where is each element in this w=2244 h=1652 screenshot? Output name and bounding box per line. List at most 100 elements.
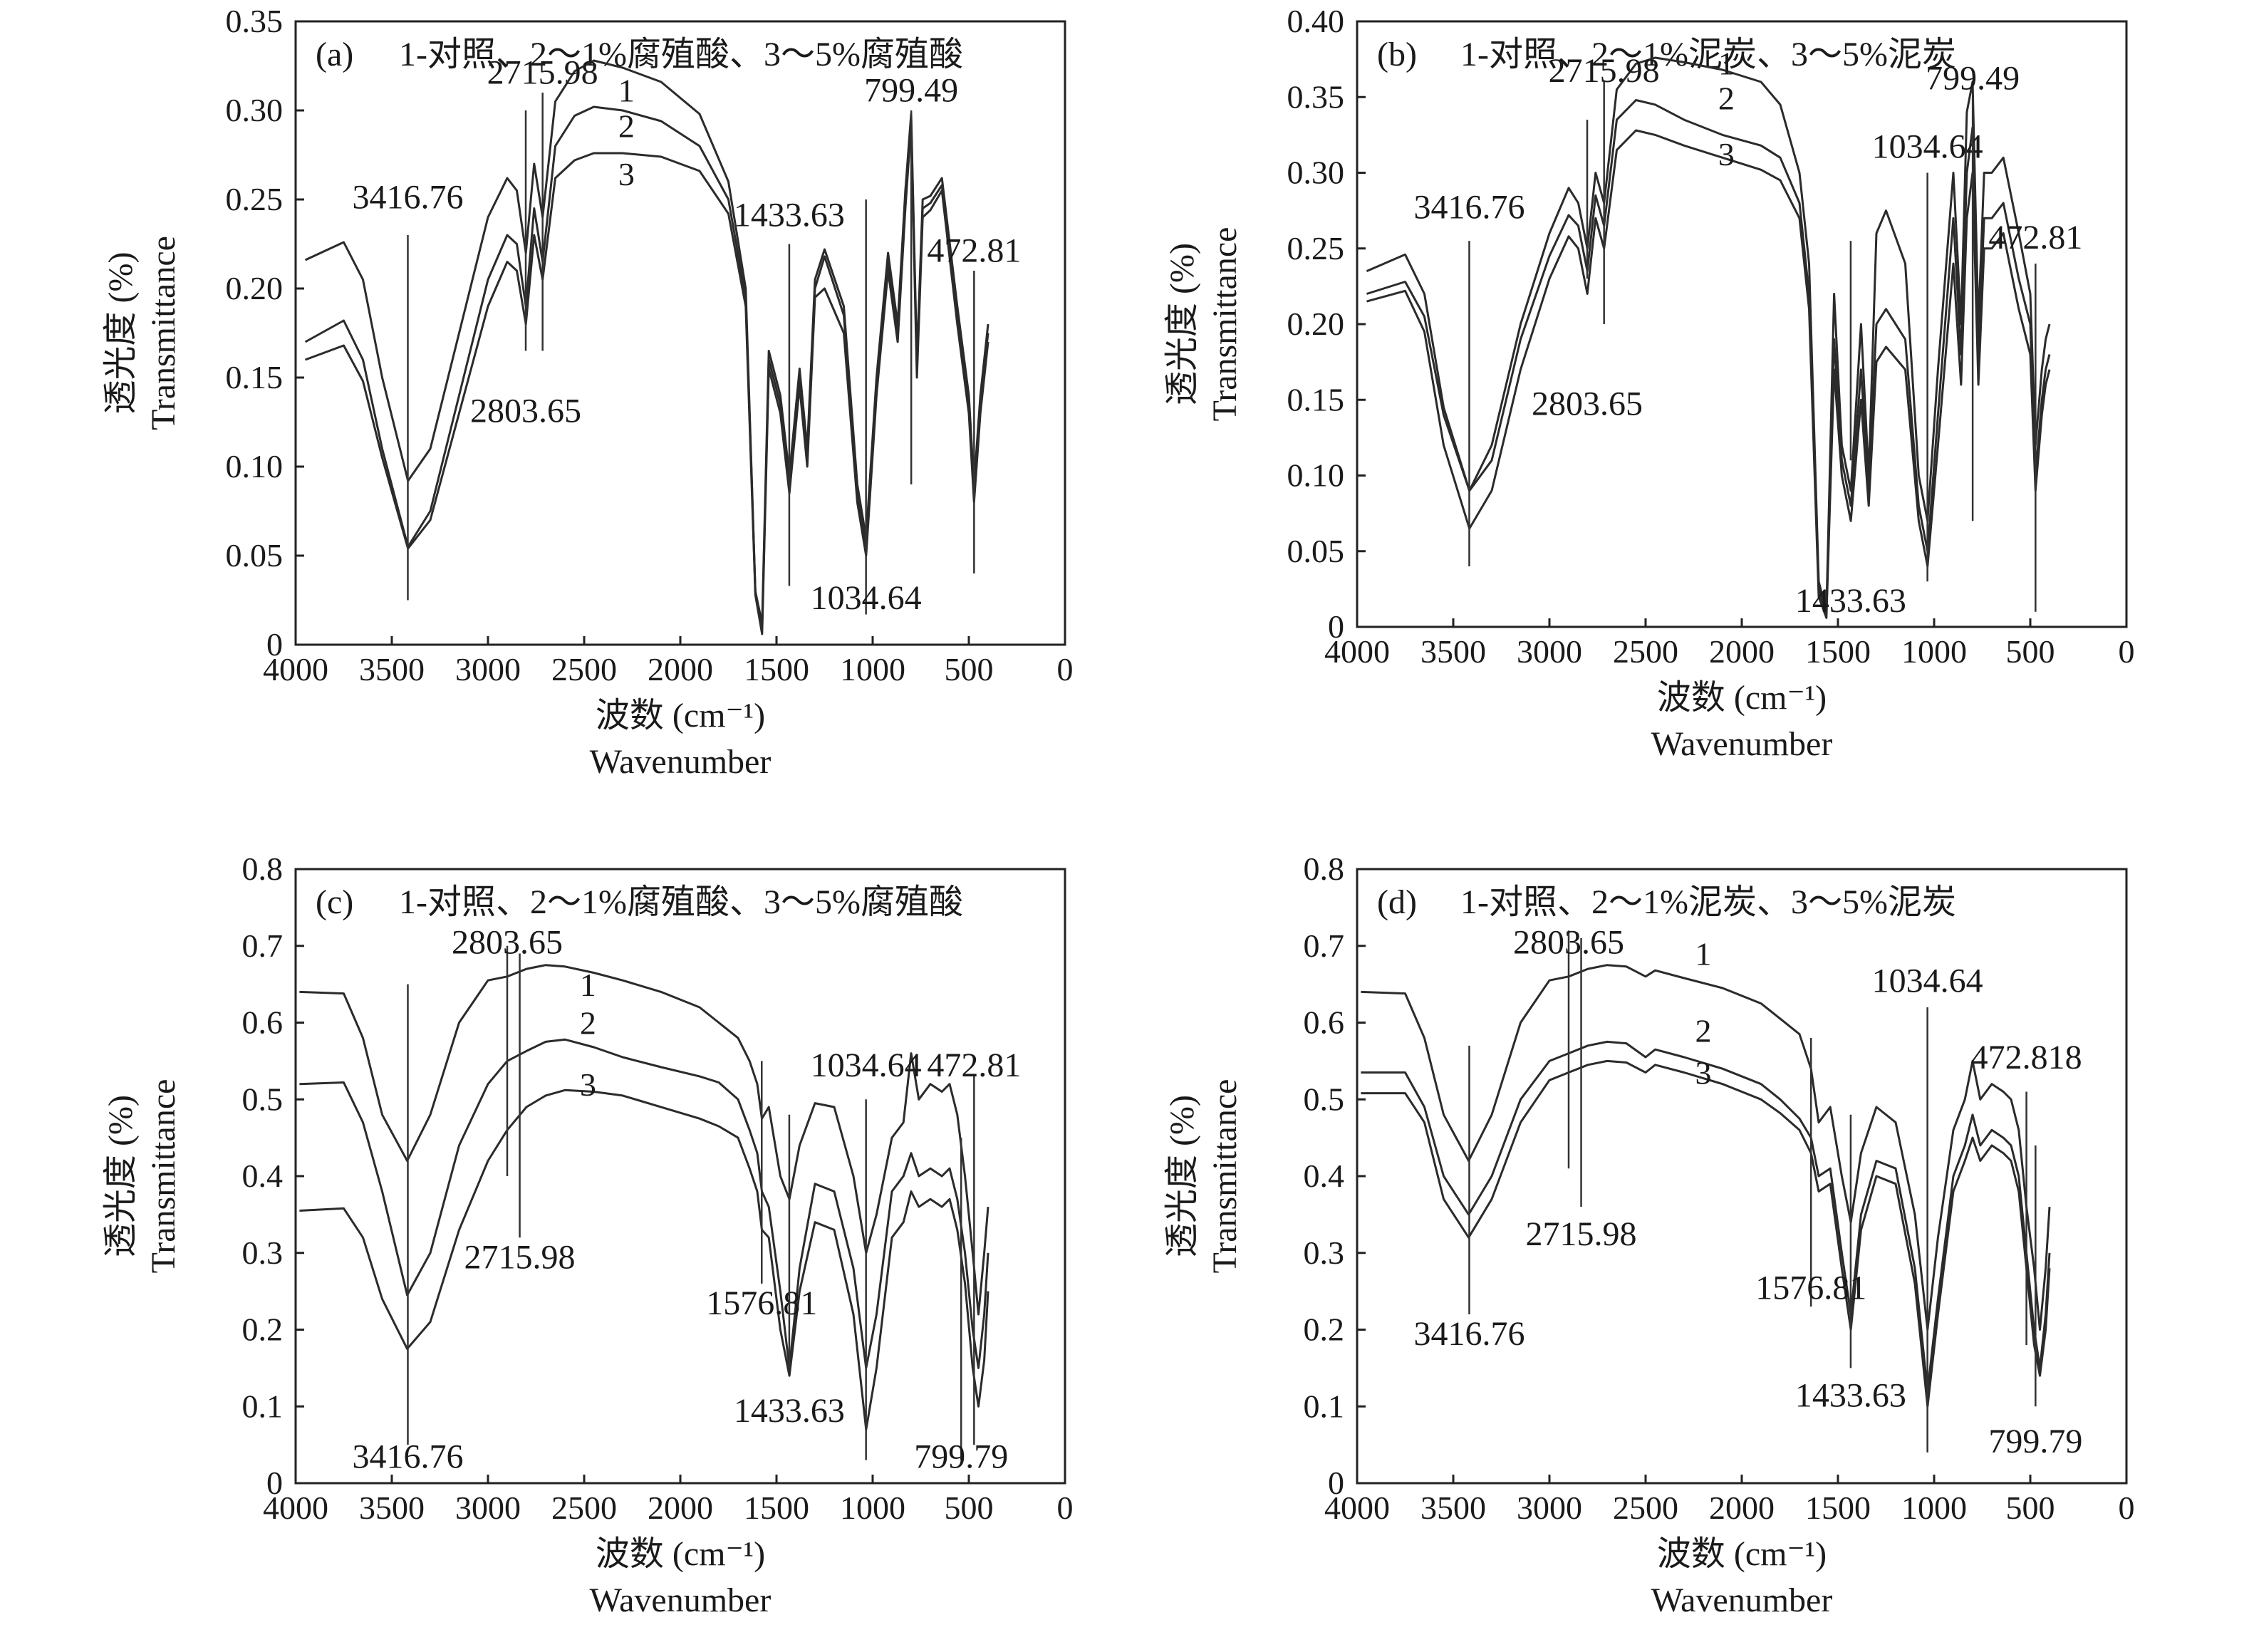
x-tick-label: 4000 [1324,1490,1390,1526]
x-tick-label: 500 [2006,1490,2055,1526]
peak-label: 3416.76 [1413,188,1524,226]
peak-label: 472.81 [927,1046,1021,1084]
y-axis-title: 透光度 (%) [1163,1095,1201,1257]
curve-label: 2 [618,108,635,145]
y-tick-label: 0.2 [1304,1311,1345,1348]
chart-panel-a: 4000 3500 3000 2500 2000 1500 1000 500 0 0 0.05 0.1… [102,3,1074,781]
y-tick-label: 0.3 [1304,1235,1345,1271]
x-tick-label: 4000 [263,1490,328,1526]
chart-panel-d: 4000 3500 3000 2500 2000 1500 1000 500 0 0 0.1 0.2 0… [1163,851,2135,1619]
curve-label: 3 [580,1066,596,1103]
chart-panel-c: 4000 3500 3000 2500 2000 1500 1000 500 0 0 0.1 0.2 0… [102,851,1074,1619]
x-tick-label: 0 [1057,651,1074,687]
legend-text: 1-对照、2～1%腐殖酸、3～5%腐殖酸 [399,883,963,921]
series-line-3 [299,1089,989,1431]
x-tick-label: 3500 [359,1490,425,1526]
y-tick-label: 0.40 [1287,3,1345,39]
y-tick-label: 0 [1328,1465,1344,1501]
peak-label: 1034.64 [811,579,922,617]
y-tick-label: 0.30 [226,92,284,128]
x-axis-title: 波数 (cm⁻¹) [596,697,765,734]
y-axis-title-en: Transmittance [145,236,182,430]
plot-frame [1356,20,2128,628]
y-axis-title-en: Transmittance [145,1079,182,1274]
x-tick-label: 2000 [1709,633,1775,670]
y-tick-label: 0.8 [1304,851,1345,887]
x-tick-label: 3000 [1517,633,1582,670]
curve-label: 3 [618,156,635,192]
curve-label: 2 [580,1005,596,1041]
peak-label: 1576.81 [706,1284,817,1322]
x-axis-title: 波数 (cm⁻¹) [1657,1535,1827,1573]
peak-label: 2803.65 [470,393,581,430]
y-tick-label: 0.8 [242,851,284,887]
peak-label: 2803.65 [452,924,563,962]
peak-label: 1576.81 [1755,1269,1866,1306]
peak-label: 1433.63 [734,197,845,234]
x-tick-label: 4000 [263,651,328,687]
y-axis-title-en: Transmittance [1206,227,1244,422]
x-tick-label: 4000 [1324,633,1390,670]
peak-label: 2803.65 [1513,924,1624,962]
panel-label: (b) [1377,36,1417,73]
x-tick-label: 3500 [1420,1490,1486,1526]
curve-label: 3 [1718,136,1735,172]
peak-label: 2803.65 [1532,385,1643,423]
series-line-2 [299,1038,989,1369]
y-tick-label: 0.05 [1287,533,1345,569]
y-tick-label: 0.6 [1304,1004,1345,1041]
x-tick-label: 3000 [1517,1490,1582,1526]
series-line-1 [304,59,989,625]
x-tick-label: 3500 [359,651,425,687]
x-tick-label: 3500 [1420,633,1486,670]
curve-label: 1 [1695,936,1712,972]
x-tick-label: 1500 [744,1490,809,1526]
x-axis-title-en: Wavenumber [1651,1581,1833,1619]
y-tick-label: 0.20 [1287,306,1345,342]
x-tick-label: 0 [1057,1490,1074,1526]
peak-label: 1034.64 [1872,962,1983,999]
panel-label: (c) [316,883,353,921]
peak-label: 2715.98 [487,54,598,92]
y-tick-label: 0.30 [1287,155,1345,191]
plot-frame [294,868,1066,1485]
x-axis-title: 波数 (cm⁻¹) [596,1535,765,1573]
x-tick-label: 2500 [551,1490,617,1526]
peak-label: 1433.63 [1795,1376,1906,1414]
series-line-1 [299,964,989,1316]
peak-label: 3416.76 [1413,1315,1524,1353]
peak-label: 3416.76 [352,179,463,217]
y-tick-label: 0 [266,626,283,663]
y-axis-title: 透光度 (%) [102,1095,140,1257]
peak-label: 2715.98 [464,1238,576,1276]
legend-text: 1-对照、2～1%腐殖酸、3～5%腐殖酸 [399,36,963,73]
series-line-2 [1366,99,2051,616]
x-tick-label: 2500 [1613,1490,1678,1526]
panel-label: (a) [316,36,353,73]
series-line-2 [304,105,989,632]
y-tick-label: 0.7 [1304,928,1345,964]
y-tick-label: 0.05 [226,537,284,573]
y-tick-label: 0.3 [242,1235,284,1271]
series-line-1 [1366,56,2051,613]
x-axis-title-en: Wavenumber [1651,725,1833,763]
curve-label: 1 [580,967,596,1003]
peak-label: 1034.64 [811,1046,922,1084]
x-axis-title: 波数 (cm⁻¹) [1657,679,1827,717]
peak-label: 2715.98 [1526,1215,1637,1253]
plot-frame [294,20,1066,646]
x-tick-label: 2000 [648,1490,713,1526]
y-tick-label: 0.4 [1304,1158,1345,1194]
x-tick-label: 2500 [1613,633,1678,670]
x-axis-title-en: Wavenumber [590,743,772,781]
x-axis-title-en: Wavenumber [590,1581,772,1619]
y-tick-label: 0.10 [226,448,284,484]
plot-frame [1356,868,2128,1485]
y-axis-title-en: Transmittance [1206,1079,1244,1274]
x-tick-label: 1000 [840,1490,905,1526]
curve-label: 1 [1718,45,1735,81]
y-tick-label: 0.25 [226,181,284,217]
peak-label: 1433.63 [734,1392,845,1430]
curve-label: 2 [1695,1012,1712,1049]
